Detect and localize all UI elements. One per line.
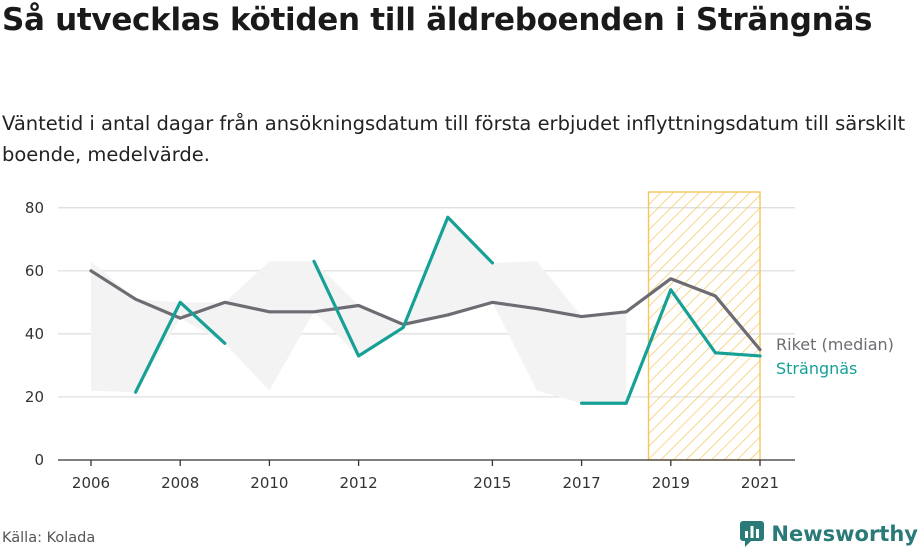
highlight-rect <box>647 191 761 461</box>
y-tick-label: 80 <box>25 199 44 217</box>
chart-title: Så utvecklas kötiden till äldreboenden i… <box>2 2 873 38</box>
tick-labels: 0 20 40 60 80 2006 2008 2010 2012 2015 2017 2019 202… <box>25 199 779 492</box>
series-labels: Riket (median) Strängnäs <box>776 335 894 378</box>
strangnas-series-label: Strängnäs <box>776 359 857 378</box>
x-tick-label: 2010 <box>250 474 288 492</box>
chart-subtitle: Väntetid i antal dagar från ansökningsda… <box>2 112 906 166</box>
y-tick-label: 40 <box>25 325 44 343</box>
brand-name: Newsworthy <box>771 522 918 546</box>
brand-logo[interactable]: Newsworthy <box>739 520 918 548</box>
x-tick-label: 2006 <box>72 474 110 492</box>
y-tick-label: 20 <box>25 388 44 406</box>
x-tick-label: 2012 <box>340 474 378 492</box>
series-lines <box>89 215 762 405</box>
x-tick-label: 2017 <box>563 474 601 492</box>
x-tick-label: 2008 <box>161 474 199 492</box>
x-axis <box>58 459 795 466</box>
riket-series-label: Riket (median) <box>776 335 894 354</box>
y-tick-label: 60 <box>25 262 44 280</box>
highlight-band <box>647 191 761 461</box>
newsworthy-logo-icon <box>740 521 765 547</box>
y-tick-label: 0 <box>34 451 44 469</box>
source-note: Källa: Kolada <box>2 530 96 546</box>
strangnas-line <box>134 215 762 405</box>
riket-line <box>89 269 762 352</box>
x-tick-label: 2021 <box>741 474 779 492</box>
x-tick-label: 2019 <box>652 474 690 492</box>
x-tick-label: 2015 <box>473 474 511 492</box>
